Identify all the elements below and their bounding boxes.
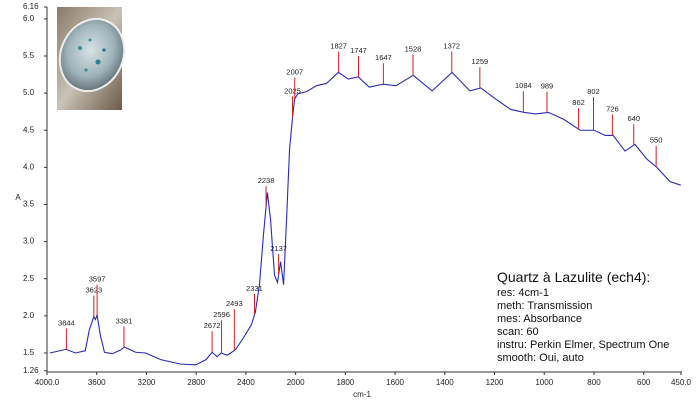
x-tick-label: 2800 <box>187 378 205 387</box>
x-tick-label: 4000.0 <box>35 378 60 387</box>
peak-label: 989 <box>541 82 554 91</box>
peak-label: 2025 <box>284 86 301 95</box>
x-tick-label: 1600 <box>386 378 404 387</box>
peak-label: 2331 <box>246 284 263 293</box>
peak-label: 2493 <box>226 299 243 308</box>
annotation-line: smooth: Oui, auto <box>497 352 584 364</box>
peak-label: 1372 <box>443 42 460 51</box>
peak-label: 1827 <box>330 41 347 50</box>
x-tick-label: 1000 <box>535 378 553 387</box>
y-tick-label: 6.0 <box>23 14 35 23</box>
x-tick-label: 1200 <box>486 378 504 387</box>
x-tick-label: 600 <box>637 378 651 387</box>
x-tick-label: 1400 <box>436 378 454 387</box>
y-tick-label: 4.5 <box>23 125 35 134</box>
spectrum-line <box>49 71 681 366</box>
x-tick-label: 1800 <box>336 378 354 387</box>
y-tick-label: 4.0 <box>23 162 35 171</box>
x-tick-label: 3200 <box>138 378 156 387</box>
peak-label: 1747 <box>350 46 367 55</box>
peak-label: 2596 <box>213 310 230 319</box>
peak-label: 2238 <box>258 176 275 185</box>
annotation-line: res: 4cm-1 <box>497 287 549 299</box>
x-axis-label: cm-1 <box>353 390 371 399</box>
annotation-title: Quartz à Lazulite (ech4): <box>497 269 650 285</box>
y-tick-label: 2.5 <box>23 274 35 283</box>
x-tick-label: 2000 <box>287 378 305 387</box>
peak-label: 3381 <box>116 316 133 325</box>
y-tick-label: 1.26 <box>23 366 39 375</box>
y-tick-label: 3.0 <box>23 237 35 246</box>
y-tick-label: 6.16 <box>23 2 39 11</box>
peak-label: 1259 <box>472 57 489 66</box>
peak-label: 3623 <box>86 286 103 295</box>
peak-label: 2007 <box>286 68 303 77</box>
y-axis-label: A <box>15 193 21 202</box>
x-tick-label: 450.0 <box>671 378 692 387</box>
annotation-line: instru: Perkin Elmer, Spectrum One <box>497 339 669 351</box>
y-tick-label: 1.5 <box>23 348 35 357</box>
peak-label: 3844 <box>58 318 75 327</box>
peak-label: 802 <box>587 87 600 96</box>
x-tick-label: 3600 <box>88 378 106 387</box>
y-tick-label: 3.5 <box>23 200 35 209</box>
x-tick-label: 800 <box>587 378 601 387</box>
peak-label: 2137 <box>270 244 287 253</box>
annotation-line: meth: Transmission <box>497 300 592 312</box>
peak-label: 1084 <box>515 81 532 90</box>
annotation-line: mes: Absorbance <box>497 313 582 325</box>
peak-label: 550 <box>650 136 663 145</box>
sample-photo <box>57 7 126 110</box>
y-tick-label: 5.0 <box>23 88 35 97</box>
peak-label: 2672 <box>204 321 221 330</box>
peak-label: 862 <box>572 98 585 107</box>
y-tick-label: 5.5 <box>23 51 35 60</box>
y-tick-label: 2.0 <box>23 311 35 320</box>
peak-label: 640 <box>628 114 641 123</box>
x-tick-label: 2400 <box>237 378 255 387</box>
peak-label: 726 <box>606 104 619 113</box>
annotation-line: scan: 60 <box>497 326 539 338</box>
peak-label: 1647 <box>375 53 392 62</box>
peak-label: 1528 <box>405 44 422 53</box>
peak-label: 3597 <box>89 275 106 284</box>
